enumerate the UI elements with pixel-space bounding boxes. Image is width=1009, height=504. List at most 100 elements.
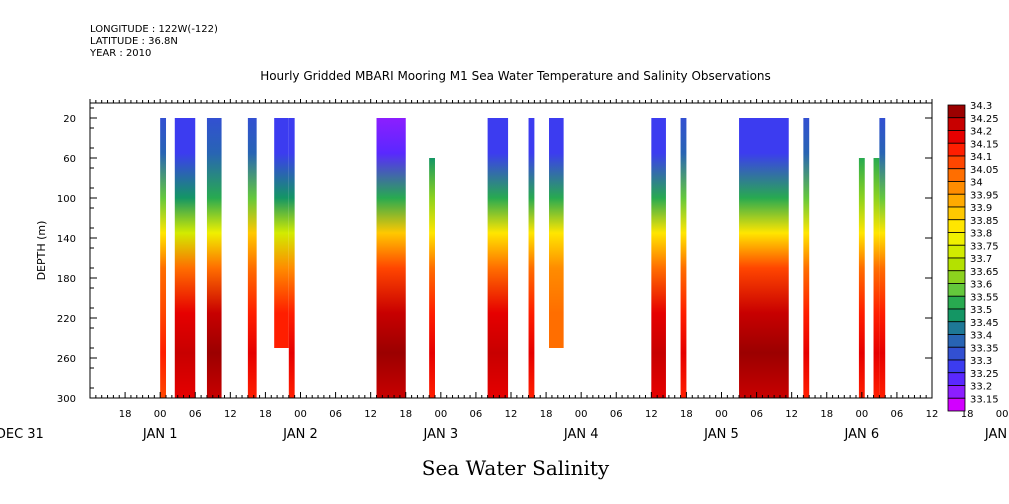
- colorbar-label: 34.3: [970, 101, 992, 112]
- y-tick-labels: 20 60 100 140 180 220 260 300: [57, 114, 76, 405]
- salinity-column: [487, 118, 509, 398]
- x-day-label: JAN 7: [984, 427, 1009, 442]
- colorbar-swatch: [947, 142, 966, 157]
- salinity-column: [274, 118, 289, 348]
- x-tick-label: 12: [224, 409, 237, 420]
- colorbar-swatch: [947, 346, 966, 361]
- x-day-label: DEC 31: [0, 427, 44, 442]
- y-tick-label: 300: [57, 394, 76, 405]
- x-tick-label: 00: [996, 409, 1009, 420]
- colorbar-label: 33.5: [970, 305, 992, 316]
- x-tick-label: 06: [750, 409, 763, 420]
- colorbar-label: 33.7: [970, 254, 992, 265]
- salinity-column: [429, 158, 435, 398]
- colorbar-label: 33.65: [970, 267, 999, 278]
- x-tick-label: 12: [364, 409, 377, 420]
- y-tick-label: 20: [63, 114, 76, 125]
- x-day-label: JAN 4: [563, 427, 599, 442]
- x-tick-labels: 18 00 06 12 18 00 06 12 18 00 06 12 18 00 06 12 18 00 06 12…: [119, 409, 1009, 420]
- colorbar-swatch: [947, 385, 966, 399]
- x-tick-label: 18: [399, 409, 412, 420]
- colorbar-swatch: [947, 270, 966, 284]
- salinity-column: [803, 118, 810, 398]
- colorbar-label: 33.95: [970, 190, 999, 201]
- colorbar-label: 33.45: [970, 318, 999, 329]
- colorbar-swatch: [947, 130, 966, 144]
- y-axis-title: DEPTH (m): [35, 221, 48, 281]
- colorbar-label: 33.25: [970, 369, 999, 380]
- colorbar-swatch: [947, 168, 966, 182]
- axis-ticks: [89, 99, 933, 399]
- y-tick-label: 260: [57, 354, 76, 365]
- colorbar-swatch: [947, 244, 966, 259]
- x-day-label: JAN 1: [142, 427, 178, 442]
- salinity-column: [680, 118, 687, 398]
- colorbar-swatch: [947, 117, 966, 131]
- colorbar-label: 33.9: [970, 203, 992, 214]
- salinity-column: [739, 118, 789, 398]
- colorbar-label: 33.55: [970, 292, 999, 303]
- colorbar-label: 33.35: [970, 343, 999, 354]
- x-tick-label: 00: [154, 409, 167, 420]
- x-tick-label: 00: [434, 409, 447, 420]
- colorbar-swatch: [947, 257, 966, 272]
- x-tick-label: 06: [189, 409, 202, 420]
- x-tick-label: 00: [715, 409, 728, 420]
- x-tick-label: 12: [645, 409, 658, 420]
- colorbar-swatch: [947, 321, 966, 335]
- colorbar-swatch: [947, 219, 966, 233]
- x-tick-label: 18: [259, 409, 272, 420]
- x-tick-label: 18: [119, 409, 132, 420]
- colorbar-label: 34.1: [970, 152, 992, 163]
- latitude-label: LATITUDE : 36.8N: [90, 36, 178, 47]
- colorbar-label: 34.25: [970, 114, 999, 125]
- colorbar-label: 33.75: [970, 241, 999, 252]
- salinity-column: [174, 118, 196, 398]
- y-tick-label: 100: [57, 194, 76, 205]
- colorbar-label: 33.85: [970, 216, 999, 227]
- x-tick-label: 18: [961, 409, 974, 420]
- colorbar-swatch: [947, 334, 966, 348]
- salinity-column: [160, 118, 167, 398]
- plot-columns: [160, 118, 886, 398]
- salinity-column: [376, 118, 406, 398]
- x-tick-label: 00: [294, 409, 307, 420]
- salinity-column: [288, 118, 295, 398]
- y-tick-label: 180: [57, 274, 76, 285]
- salinity-column: [873, 158, 880, 398]
- x-axis-title: Sea Water Salinity: [421, 456, 610, 480]
- salinity-column: [247, 118, 257, 398]
- salinity-column: [206, 118, 222, 398]
- colorbar-swatch: [947, 308, 966, 323]
- colorbar-label: 34: [970, 178, 983, 189]
- colorbar-swatch: [947, 397, 966, 412]
- x-day-label: JAN 5: [703, 427, 739, 442]
- y-tick-label: 60: [63, 154, 76, 165]
- x-tick-label: 18: [820, 409, 833, 420]
- x-tick-label: 12: [505, 409, 518, 420]
- x-tick-label: 18: [540, 409, 553, 420]
- x-tick-label: 06: [610, 409, 623, 420]
- x-tick-label: 18: [680, 409, 693, 420]
- colorbar-label: 34.05: [970, 165, 999, 176]
- colorbar-swatch: [947, 295, 966, 310]
- colorbar-swatch: [947, 372, 966, 386]
- x-day-label: JAN 6: [844, 427, 880, 442]
- colorbar-swatch: [947, 155, 966, 170]
- colorbar-label: 33.15: [970, 394, 999, 405]
- colorbar-label: 34.15: [970, 139, 999, 150]
- salinity-column: [549, 118, 564, 348]
- salinity-column: [879, 118, 886, 398]
- x-tick-label: 00: [575, 409, 588, 420]
- colorbar-swatch: [947, 232, 966, 246]
- colorbar-swatch: [947, 206, 966, 221]
- colorbar-swatch: [947, 359, 966, 374]
- colorbar-label: 33.4: [970, 331, 992, 342]
- x-tick-label: 12: [926, 409, 939, 420]
- colorbar-swatch: [947, 193, 966, 208]
- x-tick-label: 00: [855, 409, 868, 420]
- colorbar-label: 33.3: [970, 356, 992, 367]
- colorbar-label: 33.8: [970, 229, 992, 240]
